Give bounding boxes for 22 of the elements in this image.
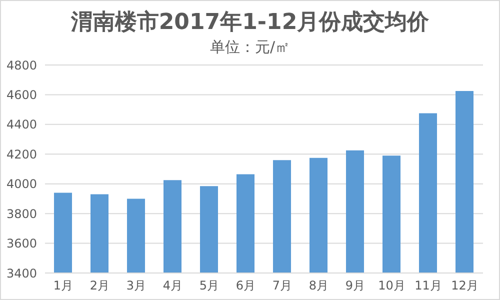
y-tick-label: 3600 (6, 236, 37, 251)
x-tick-label: 9月 (345, 278, 366, 293)
y-tick-label: 3800 (6, 206, 37, 221)
y-tick-label: 4600 (6, 88, 37, 102)
x-tick-label: 4月 (162, 278, 183, 293)
y-tick-label: 3400 (6, 266, 37, 280)
x-tick-label: 11月 (414, 278, 442, 293)
x-tick-label: 7月 (272, 278, 292, 293)
x-tick-label: 6月 (236, 278, 256, 293)
x-tick-label: 12月 (451, 278, 478, 293)
y-tick-label: 4400 (6, 118, 37, 132)
x-tick-label: 5月 (199, 278, 220, 293)
chart-title: 渭南楼市2017年1-12月份成交均价 (70, 9, 430, 37)
x-tick-label: 1月 (53, 278, 74, 293)
x-tick-label: 3月 (126, 278, 146, 293)
x-tick-label: 2月 (90, 278, 110, 293)
y-tick-label: 4800 (6, 58, 37, 72)
y-tick-label: 4000 (6, 177, 37, 192)
x-tick-label: 10月 (378, 278, 406, 293)
y-tick-label: 4200 (6, 147, 37, 162)
chart-subtitle: 单位：元/㎡ (208, 37, 292, 57)
x-tick-label: 8月 (308, 278, 329, 293)
